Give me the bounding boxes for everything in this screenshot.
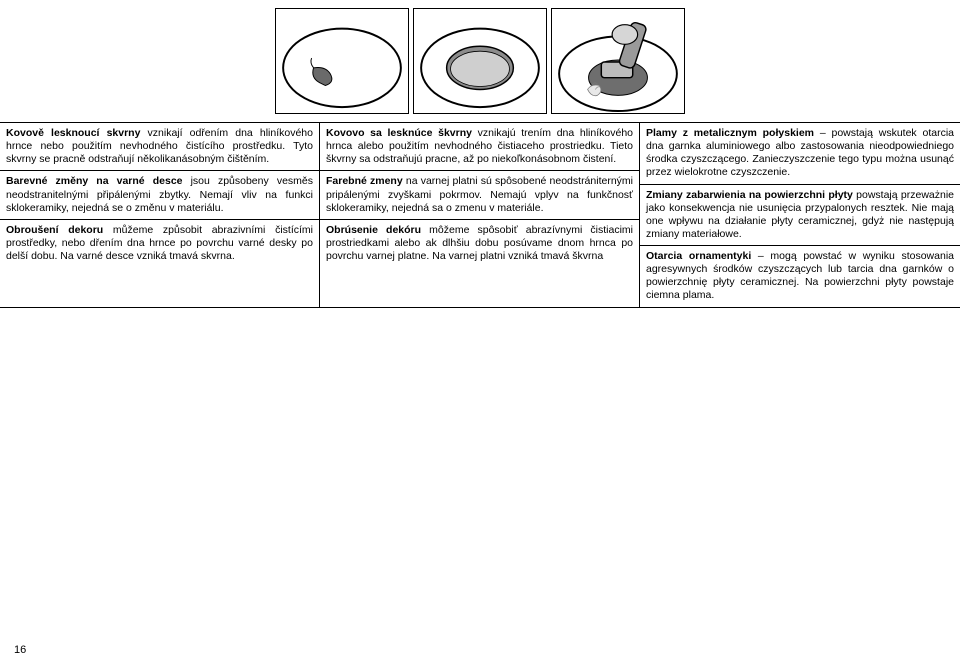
sk-paragraph-3: Obrúsenie dekóru môžeme spôsobiť abrazív…	[320, 220, 639, 267]
column-pl: Plamy z metalicznym połyskiem – powstają…	[640, 123, 960, 307]
figure-2	[413, 8, 547, 114]
pl-paragraph-1: Plamy z metalicznym połyskiem – powstają…	[640, 123, 960, 185]
text-columns: Kovově lesknoucí skvrny vznikají odřením…	[0, 122, 960, 308]
pl-paragraph-2: Zmiany zabarwienia na powierzchni płyty …	[640, 185, 960, 247]
pl-p2-bold: Zmiany zabarwienia na powierzchni płyty	[646, 189, 853, 201]
column-sk: Kovovo sa lesknúce škvrny vznikajú trení…	[320, 123, 640, 307]
figure-3	[551, 8, 685, 114]
pl-p3-bold: Otarcia ornamentyki	[646, 250, 751, 262]
figure-row	[0, 0, 960, 122]
sk-p1-bold: Kovovo sa lesknúce škvrny	[326, 127, 472, 139]
pl-paragraph-3: Otarcia ornamentyki – mogą powstać w wyn…	[640, 246, 960, 307]
sk-paragraph-1: Kovovo sa lesknúce škvrny vznikajú trení…	[320, 123, 639, 171]
cs-paragraph-3: Obroušení dekoru můžeme způsobit abraziv…	[0, 220, 319, 267]
sk-p2-bold: Farebné zmeny	[326, 175, 403, 187]
cs-p1-bold: Kovově lesknoucí skvrny	[6, 127, 140, 139]
cs-p3-bold: Obroušení dekoru	[6, 224, 103, 236]
cs-p2-bold: Barevné změny na varné desce	[6, 175, 183, 187]
column-cs: Kovově lesknoucí skvrny vznikají odřením…	[0, 123, 320, 307]
page-number: 16	[14, 644, 26, 658]
figure-1	[275, 8, 409, 114]
pl-p1-bold: Plamy z metalicznym połyskiem	[646, 127, 814, 139]
cs-paragraph-1: Kovově lesknoucí skvrny vznikají odřením…	[0, 123, 319, 171]
cs-paragraph-2: Barevné změny na varné desce jsou způsob…	[0, 171, 319, 219]
sk-p3-bold: Obrúsenie dekóru	[326, 224, 421, 236]
sk-paragraph-2: Farebné zmeny na varnej platni sú spôsob…	[320, 171, 639, 219]
